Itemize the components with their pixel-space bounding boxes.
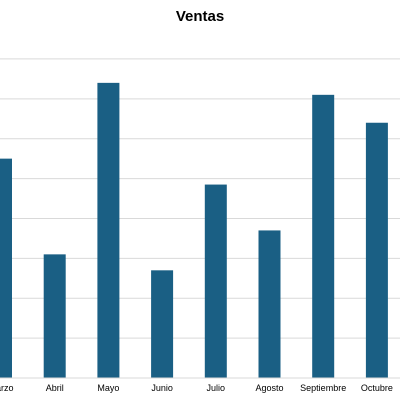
- chart-title: Ventas: [176, 8, 224, 25]
- gridlines: [0, 58, 400, 339]
- x-tick-label-junio: Junio: [151, 383, 173, 393]
- bar-septiembre: [312, 94, 335, 378]
- x-tick-label-mayo: Mayo: [97, 383, 119, 393]
- bar-agosto: [258, 230, 281, 378]
- x-tick-label-septiembre: Septiembre: [300, 383, 346, 393]
- x-tick-label-octubre: Octubre: [361, 383, 393, 393]
- bar-junio: [151, 270, 174, 378]
- bar-julio: [204, 184, 227, 378]
- x-tick-label-abril: Abril: [46, 383, 64, 393]
- x-tick-label-agosto: Agosto: [255, 383, 283, 393]
- bars: [0, 82, 388, 378]
- bar-marzo: [0, 158, 12, 378]
- x-tick-label-marzo: Marzo: [0, 383, 14, 393]
- bar-octubre: [365, 122, 388, 378]
- x-tick-label-julio: Julio: [207, 383, 226, 393]
- bar-mayo: [97, 82, 120, 378]
- bar-abril: [43, 254, 66, 378]
- x-axis-labels: Marzo Abril Mayo Junio Julio Agosto Septiembre…: [0, 383, 393, 393]
